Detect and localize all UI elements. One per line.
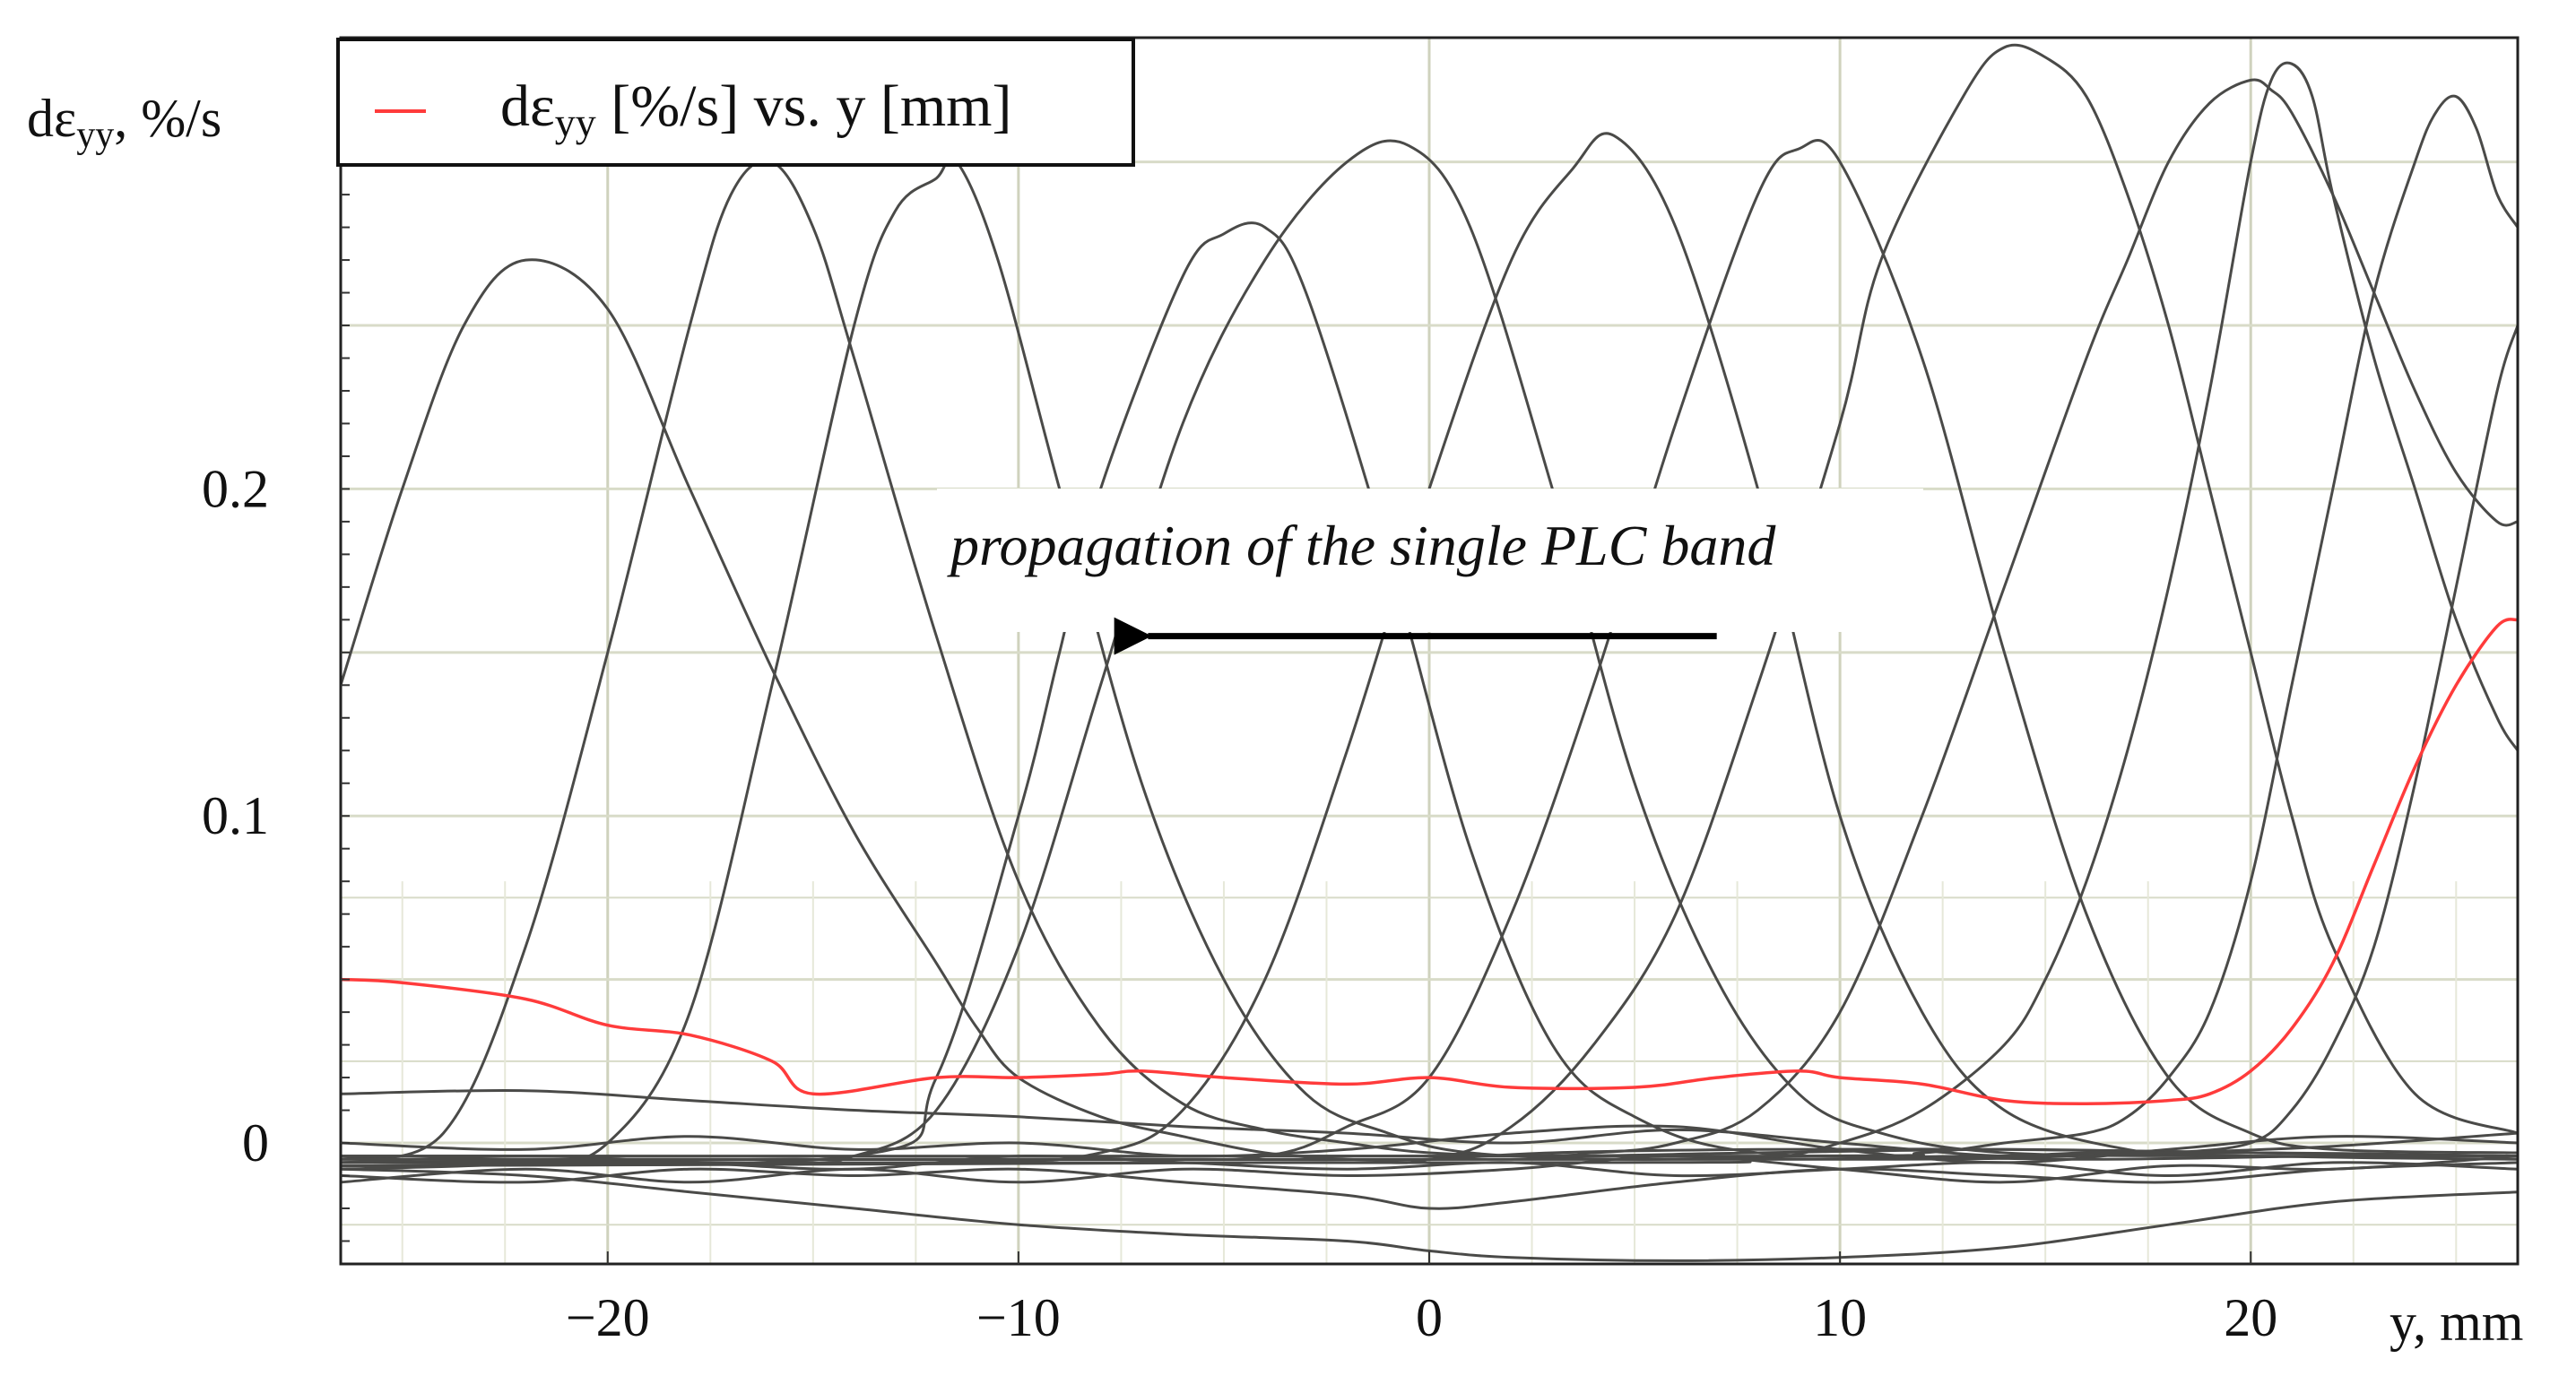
y-tick-label: 0.1	[202, 786, 269, 845]
x-tick-label: −10	[976, 1288, 1061, 1347]
x-axis-title: y, mm	[2390, 1293, 2523, 1352]
x-tick-label: 0	[1416, 1288, 1443, 1347]
series-line	[340, 325, 2520, 1162]
legend-box	[336, 38, 1135, 167]
y-tick-label: 0.2	[202, 459, 269, 518]
annotation-backdrop	[937, 489, 1923, 632]
annotation: propagation of the single PLC band	[937, 489, 1923, 655]
x-tick-label: 20	[2224, 1288, 2277, 1347]
series-line	[340, 94, 2520, 1158]
y-minor-ticks	[341, 95, 350, 1242]
series-line	[340, 139, 2519, 1164]
y-axis-title: dεyy, %/s	[27, 89, 221, 156]
series-line	[340, 1155, 2519, 1184]
series-line	[340, 618, 2519, 1105]
series-line	[340, 1088, 2519, 1158]
legend: dεyy [%/s] vs. y [mm]	[336, 38, 1135, 167]
series-line	[340, 132, 2519, 1168]
grid	[341, 38, 2518, 1264]
x-tick-label: −20	[566, 1288, 650, 1347]
series-line	[340, 1154, 2519, 1178]
series-line	[340, 61, 2520, 1164]
y-tick-label: 0	[242, 1113, 269, 1173]
tick-labels: −20 −10 0 10 20 0 0.1 0.2	[202, 459, 2277, 1347]
series-line	[340, 1167, 2519, 1262]
legend-label: dεyy [%/s] vs. y [mm]	[500, 74, 1012, 145]
x-tick-label: 10	[1813, 1288, 1867, 1347]
annotation-text: propagation of the single PLC band	[947, 514, 1776, 577]
series-line	[340, 1161, 2519, 1210]
series-line	[340, 159, 2519, 1161]
series-line	[340, 1124, 2519, 1164]
